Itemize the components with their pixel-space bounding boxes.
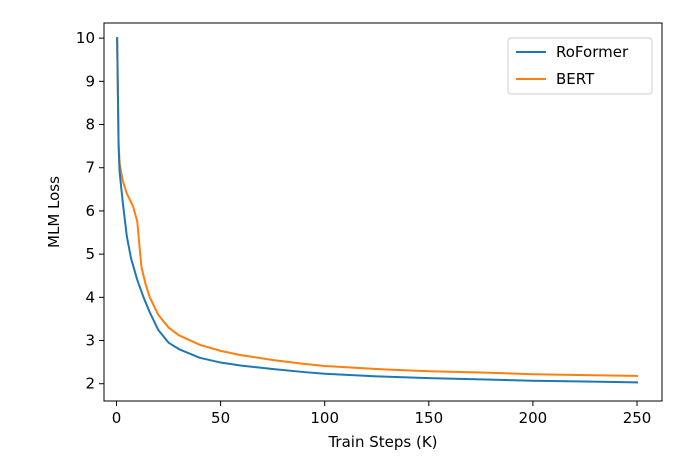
x-tick-label: 100 — [310, 409, 339, 427]
legend-label-bert: BERT — [556, 70, 595, 88]
y-tick-label: 4 — [85, 288, 95, 306]
series-line-roformer — [116, 37, 639, 384]
y-tick-label: 6 — [85, 202, 95, 220]
legend-label-roformer: RoFormer — [556, 43, 629, 61]
y-tick-label: 3 — [85, 332, 95, 350]
y-axis: 2 3 4 5 6 7 8 9 10 — [76, 29, 104, 393]
x-tick-label: 150 — [414, 409, 443, 427]
y-tick-label: 8 — [85, 116, 95, 134]
x-axis: 0 50 100 150 200 250 — [112, 401, 652, 427]
series-line-bert — [116, 37, 639, 377]
plot-frame — [103, 22, 663, 402]
x-tick-label: 250 — [623, 409, 652, 427]
y-tick-label: 10 — [76, 29, 95, 47]
y-tick-label: 2 — [85, 375, 95, 393]
x-axis-title: Train Steps (K) — [327, 433, 437, 451]
legend: RoFormer BERT — [507, 37, 653, 95]
y-axis-title: MLM Loss — [45, 176, 63, 248]
y-tick-label: 7 — [85, 159, 95, 177]
y-tick-label: 9 — [85, 72, 95, 90]
x-tick-label: 200 — [519, 409, 548, 427]
y-tick-label: 5 — [85, 245, 95, 263]
x-tick-label: 50 — [211, 409, 230, 427]
x-tick-label: 0 — [112, 409, 122, 427]
series-layer — [116, 37, 639, 384]
